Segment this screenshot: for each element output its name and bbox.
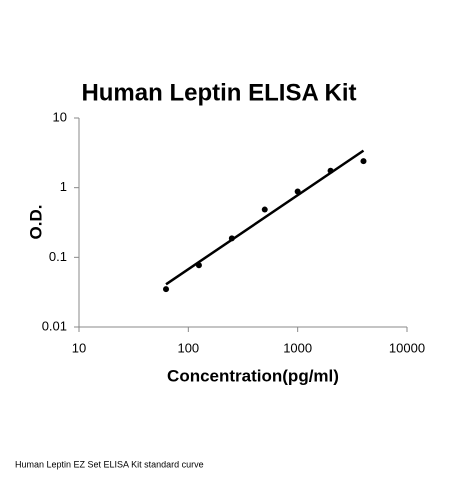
y-axis-label: O.D. bbox=[26, 205, 45, 240]
y-tick-label: 1 bbox=[60, 179, 67, 194]
data-point bbox=[294, 188, 301, 195]
x-axis-label: Concentration(pg/ml) bbox=[167, 366, 339, 385]
y-tick-label: 0.1 bbox=[49, 249, 67, 264]
y-tick-label: 10 bbox=[53, 109, 67, 124]
y-tick-label: 0.01 bbox=[42, 318, 67, 333]
chart-title: Human Leptin ELISA Kit bbox=[81, 79, 356, 106]
data-point bbox=[228, 235, 235, 242]
caption: Human Leptin EZ Set ELISA Kit standard c… bbox=[15, 459, 204, 469]
x-tick-label: 100 bbox=[177, 340, 199, 355]
x-tick-label: 10 bbox=[72, 340, 86, 355]
data-point bbox=[261, 206, 268, 213]
data-point bbox=[163, 286, 170, 293]
x-tick-label: 1000 bbox=[283, 340, 312, 355]
data-point bbox=[195, 262, 202, 269]
data-point bbox=[327, 167, 334, 174]
x-tick-label: 10000 bbox=[389, 340, 425, 355]
data-point bbox=[360, 158, 367, 165]
